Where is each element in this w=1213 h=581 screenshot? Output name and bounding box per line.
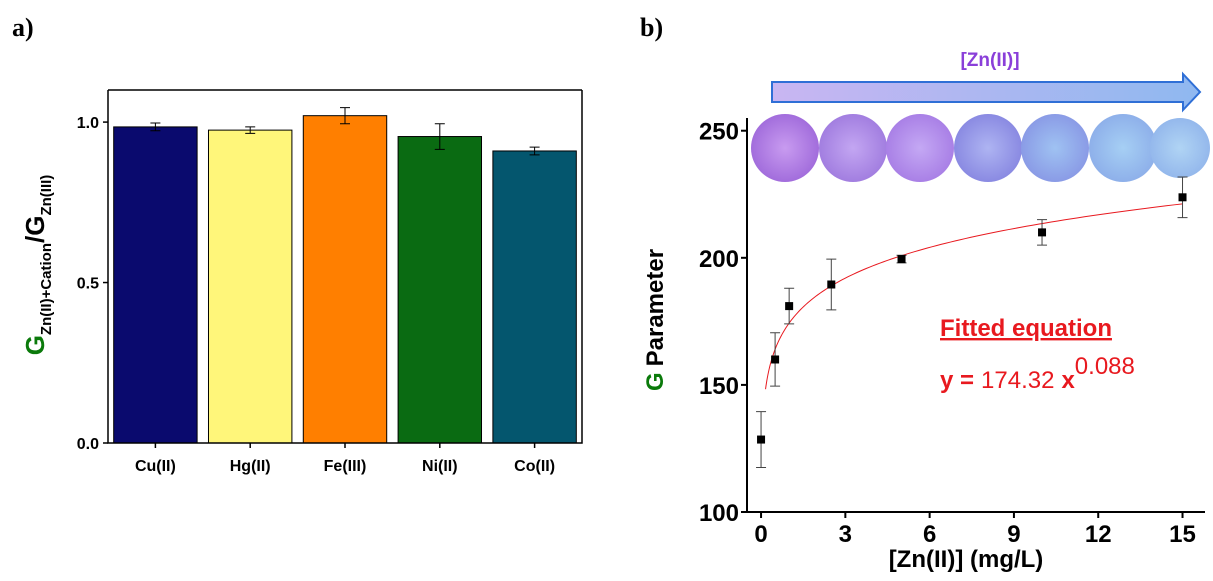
bar	[207, 129, 293, 444]
label-part: G	[20, 335, 50, 355]
bar	[302, 115, 388, 444]
x-tick-label: Cu(II)	[135, 458, 176, 475]
x-axis-label: [Zn(II)] (mg/L)	[889, 546, 1044, 573]
label-part: /G	[20, 216, 50, 243]
x-tick-label: Ni(II)	[422, 458, 458, 475]
error-bar	[434, 123, 445, 150]
sample-photo	[1089, 114, 1157, 182]
axis	[107, 90, 583, 444]
x-tick-label: Fe(III)	[324, 458, 367, 475]
axis	[746, 118, 1205, 513]
equation-prefix: y =	[940, 367, 974, 394]
sample-photos	[751, 114, 1210, 182]
y-axis-label: G Parameter	[642, 249, 669, 391]
point	[757, 435, 766, 444]
y-tick-label: 150	[699, 373, 739, 400]
panel-label: a)	[12, 13, 34, 42]
x-tick-label: 9	[1007, 521, 1020, 548]
error-bar	[245, 126, 256, 134]
y-tick-label: 100	[699, 500, 739, 527]
x-tick-label: 3	[839, 521, 852, 548]
y-axis-label: GZn(II)+Cation/GZn(III)	[20, 175, 55, 356]
point	[1178, 193, 1187, 202]
error-bar	[150, 122, 161, 132]
error-bar	[529, 146, 540, 156]
panel-label: b)	[640, 13, 663, 42]
equation-exponent: 0.088	[1075, 353, 1135, 380]
error-bar	[340, 107, 350, 125]
point	[1038, 228, 1047, 237]
y-tick-label: 0.5	[77, 276, 99, 293]
point	[897, 255, 906, 264]
concentration-arrow	[771, 71, 1202, 113]
fit-equation: y = 174.32 x0.088	[940, 353, 1135, 394]
x-tick-label: 0	[754, 521, 767, 548]
sample-photo	[751, 114, 819, 182]
y-tick-label: 250	[699, 119, 739, 146]
bar	[492, 150, 577, 444]
y-tick-label: 200	[699, 246, 739, 273]
point	[771, 355, 780, 364]
label-part: G	[642, 372, 669, 391]
fit-title: Fitted equation	[940, 315, 1112, 342]
sample-photo	[886, 114, 954, 182]
sample-photo	[954, 114, 1022, 182]
y-tick-label: 1.0	[77, 115, 99, 132]
y-tick-label: 0.0	[77, 436, 99, 453]
label-part: Parameter	[642, 249, 669, 366]
equation-coefficient: 174.32	[981, 367, 1054, 394]
x-tick-label: 12	[1085, 521, 1112, 548]
point	[827, 280, 836, 289]
bar	[113, 126, 198, 444]
sample-photo	[1021, 114, 1089, 182]
x-tick-label: 15	[1169, 521, 1196, 548]
x-tick-label: 6	[923, 521, 936, 548]
x-tick-label: Hg(II)	[230, 458, 271, 475]
equation-variable: x	[1061, 367, 1075, 394]
fit-curve	[765, 203, 1183, 390]
sample-photo	[819, 114, 887, 182]
label-part: Zn(III)	[38, 175, 55, 216]
point	[785, 302, 794, 311]
arrow-label: [Zn(II)]	[960, 50, 1019, 71]
bar	[397, 136, 483, 444]
sample-photo	[1150, 118, 1210, 178]
x-tick-label: Co(II)	[514, 458, 555, 475]
label-part: Zn(II)+Cation	[38, 243, 55, 335]
